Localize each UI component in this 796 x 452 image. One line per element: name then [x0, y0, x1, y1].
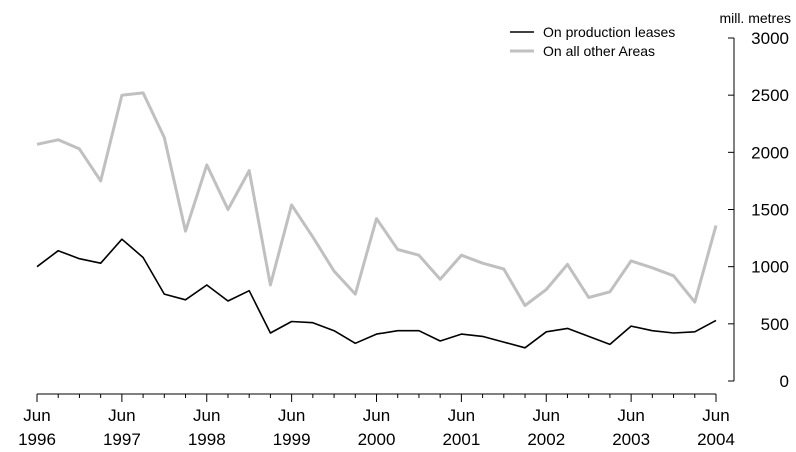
y-unit-label: mill. metres — [719, 10, 791, 26]
y-axis: 0 500 1000 1500 2000 2500 3000 — [728, 29, 789, 391]
x-tick-label-month: Jun — [23, 406, 50, 425]
x-tick-label-year: 2001 — [442, 430, 480, 449]
y-tick-label: 2500 — [751, 86, 789, 105]
x-tick-label-month: Jun — [363, 406, 390, 425]
legend-label-production-leases: On production leases — [543, 24, 675, 40]
series-line-other-areas — [36, 91, 718, 307]
x-tick-label-year: 2000 — [358, 430, 396, 449]
x-tick-label-year: 2004 — [697, 430, 735, 449]
x-tick-label-month: Jun — [448, 406, 475, 425]
x-tick-label-year: 1997 — [103, 430, 141, 449]
x-tick-label-month: Jun — [193, 406, 220, 425]
legend-label-other-areas: On all other Areas — [543, 43, 655, 59]
y-tick-label: 500 — [761, 315, 789, 334]
y-tick-label: 2000 — [751, 143, 789, 162]
y-tick-label: 1000 — [751, 258, 789, 277]
x-tick-label-month: Jun — [108, 406, 135, 425]
legend: On production leases On all other Areas — [510, 24, 675, 59]
x-tick-label-year: 1996 — [18, 430, 56, 449]
x-tick-label-year: 1999 — [273, 430, 311, 449]
x-tick-label-year: 2003 — [612, 430, 650, 449]
x-tick-label-month: Jun — [702, 406, 729, 425]
x-tick-label-month: Jun — [617, 406, 644, 425]
x-tick-label-month: Jun — [278, 406, 305, 425]
y-tick-label: 1500 — [751, 201, 789, 220]
x-tick-label-month: Jun — [533, 406, 560, 425]
y-tick-label: 3000 — [751, 29, 789, 48]
series-lines — [36, 91, 718, 349]
x-axis: Jun 1996 Jun 1997 Jun 1998 Jun 1999 Jun 2000 Jun 20… — [18, 393, 735, 449]
series-line-production-leases — [36, 238, 717, 349]
x-tick-label-year: 1998 — [188, 430, 226, 449]
y-tick-label: 0 — [780, 372, 789, 391]
x-tick-label-year: 2002 — [527, 430, 565, 449]
